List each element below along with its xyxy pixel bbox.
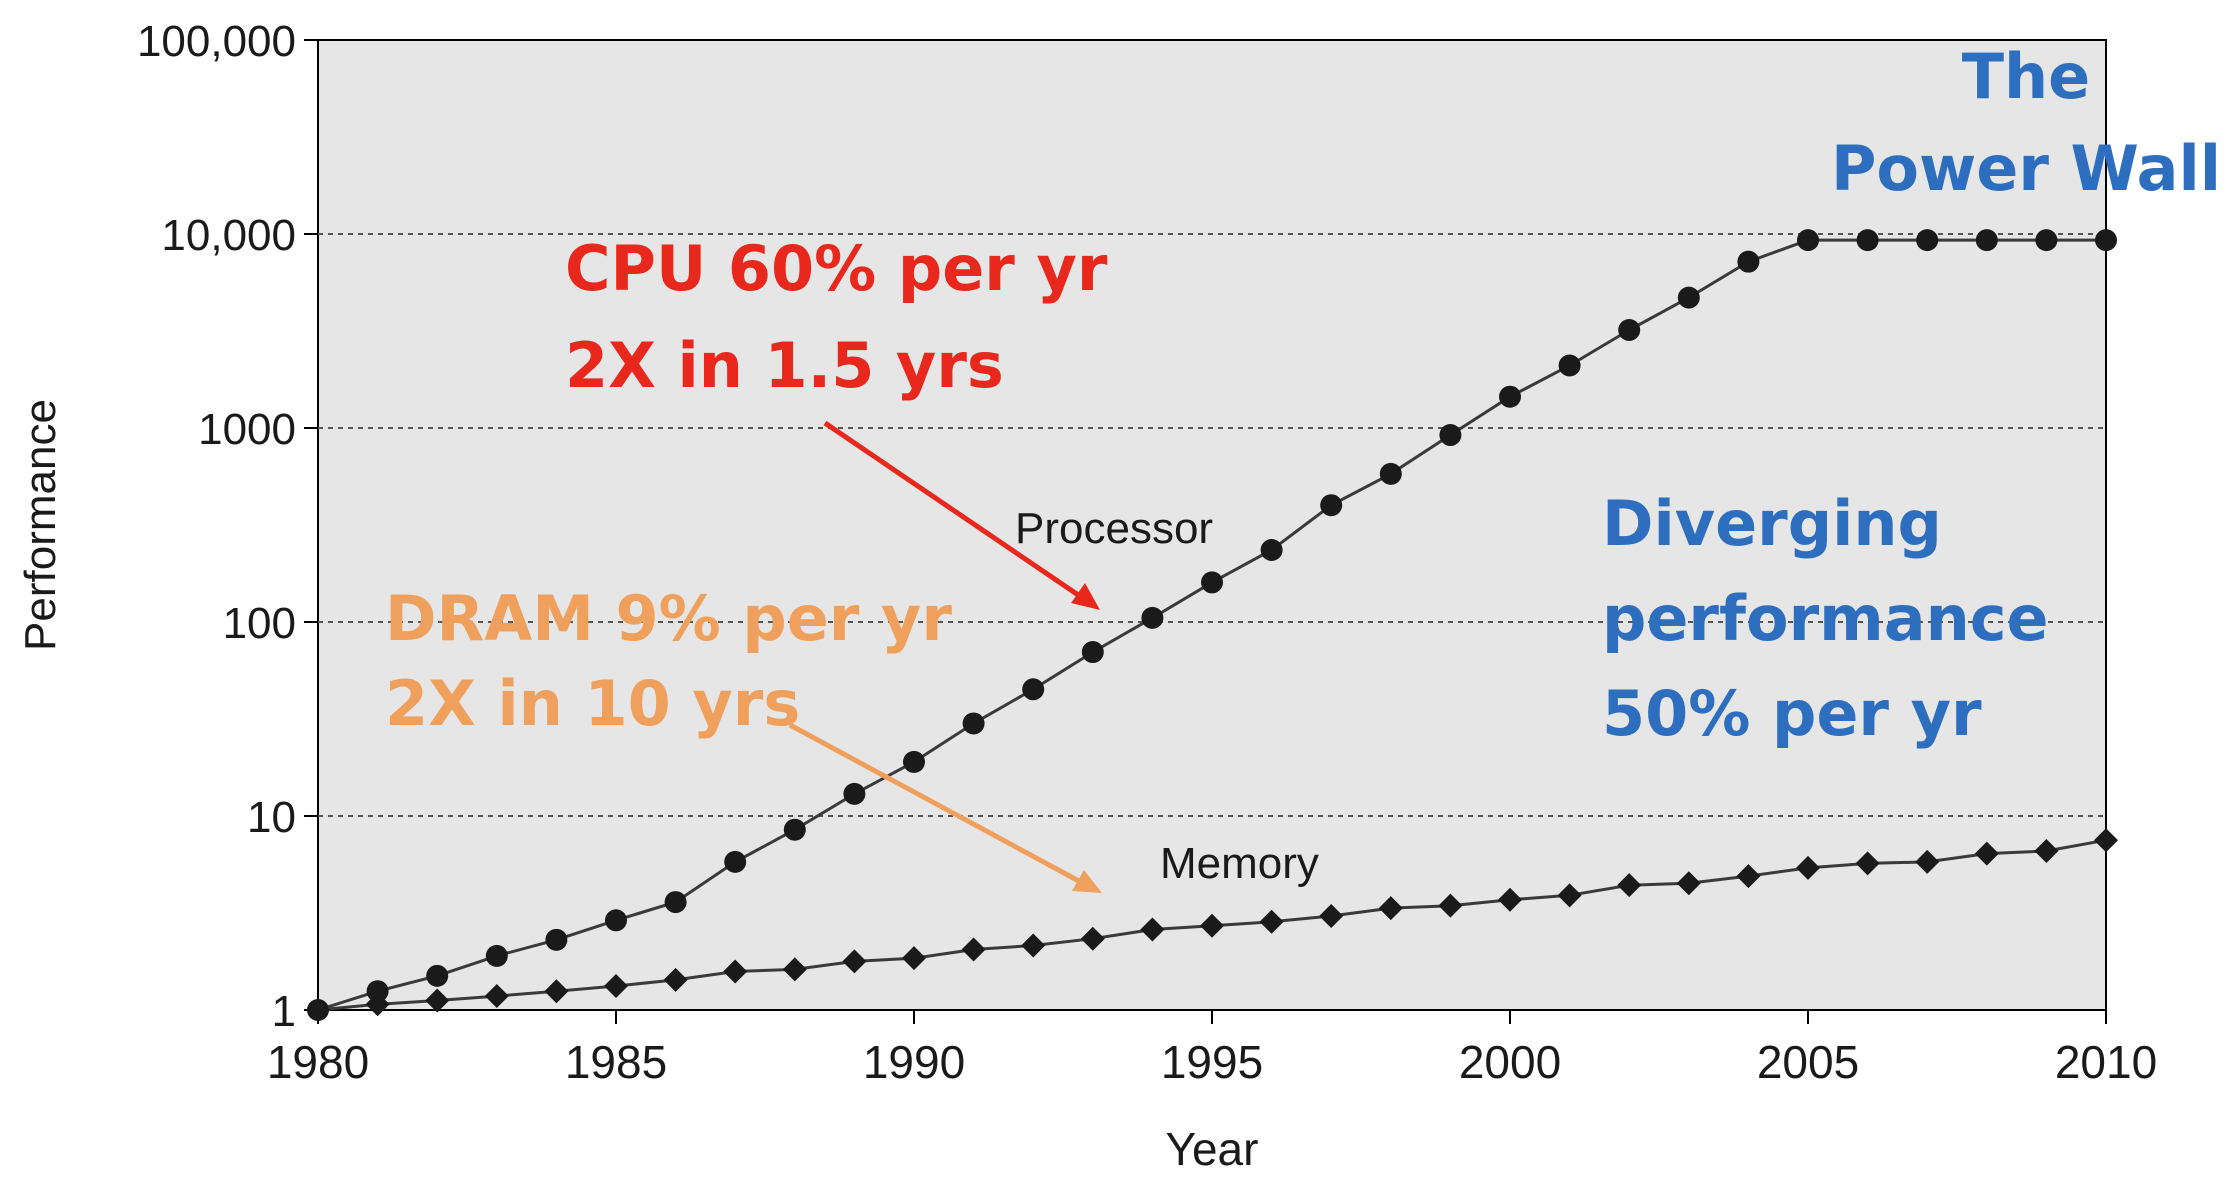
memory-point [2034, 839, 2059, 864]
processor-point [2035, 229, 2058, 252]
dram-annotation-line1: DRAM 9% per yr [385, 582, 952, 655]
plot-background [317, 39, 2107, 1011]
processor-point [545, 928, 568, 951]
x-tick-label: 2000 [1459, 1036, 1561, 1088]
memory-point [425, 988, 450, 1013]
memory-point [484, 984, 509, 1009]
x-axis-label: Year [1166, 1123, 1259, 1175]
y-tick-label: 1 [272, 987, 296, 1036]
memory-point [2094, 828, 2118, 853]
processor-point [1379, 462, 1402, 485]
processor-point [903, 750, 925, 773]
processor-point [1081, 641, 1104, 664]
diverging-line3: 50% per yr [1602, 677, 1982, 750]
processor-point [1975, 229, 1998, 252]
processor-point [1797, 229, 1819, 252]
memory-point [1438, 893, 1463, 918]
memory-point [1319, 904, 1344, 929]
memory-point [365, 992, 390, 1017]
diverging-line2: performance [1602, 582, 2049, 655]
processor-point [1618, 319, 1641, 342]
memory-point [1259, 909, 1284, 934]
memory-point [1200, 913, 1224, 938]
memory-point [1676, 871, 1701, 896]
dram-arrow [788, 722, 1092, 890]
x-tick-label: 2005 [1757, 1036, 1859, 1088]
y-tick-label: 1000 [198, 405, 296, 454]
memory-point [1021, 933, 1046, 958]
y-tick-label: 10 [247, 793, 296, 842]
memory-point [1378, 896, 1403, 921]
x-tick-label: 1990 [863, 1036, 965, 1088]
dram-annotation-line2: 2X in 10 yrs [385, 667, 800, 740]
cpu-annotation-line2: 2X in 1.5 yrs [565, 329, 1004, 402]
memory-point [1617, 873, 1642, 898]
x-tick-label: 2010 [2055, 1036, 2157, 1088]
processor-point [1677, 286, 1700, 309]
cpu-arrow [823, 420, 1092, 606]
processor-point [426, 964, 449, 987]
cpu-arrowhead [1071, 583, 1100, 610]
series-label-processor: Processor [1015, 504, 1213, 553]
processor-point [1737, 250, 1760, 273]
x-axis: 1980 1985 1990 1995 2000 2005 2010 [267, 1010, 2157, 1088]
memory-point [1974, 841, 1999, 866]
memory-point [1736, 864, 1761, 889]
power-wall-line1: The [1962, 40, 2090, 113]
x-tick-label: 1980 [267, 1036, 369, 1088]
processor-point [605, 909, 627, 932]
memory-point [842, 949, 867, 974]
memory-point [604, 973, 628, 998]
memory-point [1080, 926, 1105, 951]
y-tick-label: 100,000 [137, 17, 296, 66]
processor-point [1499, 385, 1521, 408]
processor-point [1260, 539, 1283, 562]
memory-point [723, 959, 748, 984]
memory-point [306, 998, 330, 1022]
processor-point [1558, 354, 1581, 377]
y-tick-label: 100 [223, 599, 296, 648]
processor-point [1022, 678, 1045, 701]
x-tick-label: 1995 [1161, 1036, 1263, 1088]
power-wall-line2: Power Wall [1831, 132, 2221, 205]
processor-point [1201, 571, 1223, 594]
diverging-line1: Diverging [1602, 487, 1942, 560]
memory-point [961, 937, 986, 962]
processor-point [485, 944, 508, 967]
cpu-annotation-line1: CPU 60% per yr [565, 232, 1108, 305]
processor-point [1141, 606, 1164, 629]
processor-point [1439, 424, 1462, 447]
memory-point [1915, 849, 1940, 874]
series-label-memory: Memory [1160, 839, 1319, 888]
memory-point [544, 979, 569, 1004]
dram-arrowhead [1072, 870, 1102, 893]
series-group [306, 229, 2118, 1022]
processor-point [366, 980, 389, 1003]
processor-point [783, 818, 806, 841]
y-tick-label: 10,000 [161, 211, 296, 260]
memory-point [1140, 917, 1165, 942]
y-axis-label: Performance [16, 399, 65, 651]
memory-point [1796, 855, 1820, 880]
memory-point [1855, 851, 1880, 876]
x-tick-label: 1985 [565, 1036, 667, 1088]
processor-point [1916, 229, 1939, 252]
y-axis: 1 10 100 1000 10,000 100,000 [137, 17, 318, 1036]
processor-point [664, 891, 687, 914]
processor-point [843, 782, 866, 805]
processor-point [724, 850, 747, 873]
memory-point [663, 967, 688, 992]
annotation-arrows [788, 420, 1102, 893]
processor-point [1856, 229, 1879, 252]
memory-point [902, 946, 926, 971]
processor-point [962, 712, 985, 735]
processor-point [2095, 229, 2117, 252]
memory-point [1557, 883, 1582, 908]
processor-point [1320, 494, 1343, 517]
memory-point [782, 957, 807, 982]
memory-point [1498, 887, 1522, 912]
